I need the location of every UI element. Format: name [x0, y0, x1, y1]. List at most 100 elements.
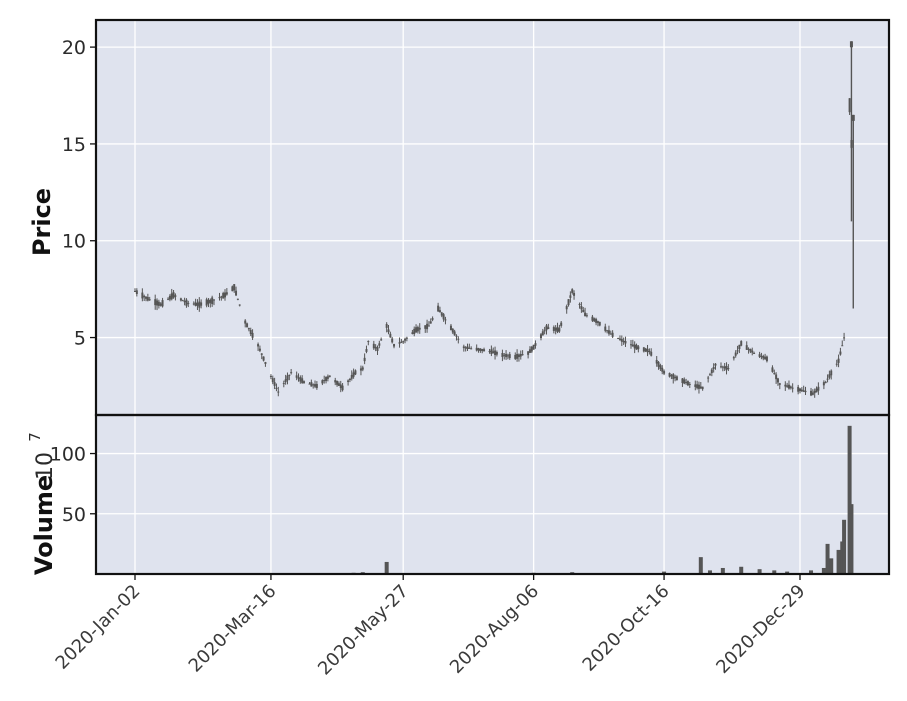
- volume-y-tick-label: 100: [50, 444, 86, 466]
- candle-body: [503, 354, 506, 356]
- candle-body: [778, 383, 781, 385]
- candle-body: [642, 347, 645, 352]
- candle-body: [633, 344, 636, 349]
- candle-body: [271, 378, 274, 383]
- candle-body: [290, 372, 293, 374]
- candle-body: [696, 384, 699, 389]
- x-tick-label: 2020-May-27: [314, 581, 413, 680]
- candle-body: [593, 318, 596, 322]
- candle-body: [170, 293, 173, 300]
- candle-body: [580, 306, 583, 310]
- candle-body: [468, 347, 471, 349]
- candle-body: [323, 380, 326, 382]
- candle-body: [797, 386, 800, 392]
- candle-body: [514, 354, 517, 359]
- candle-body: [688, 383, 691, 385]
- candle-body: [775, 374, 778, 380]
- candle-body: [233, 284, 236, 291]
- candle-body: [393, 344, 396, 347]
- candle-body: [701, 386, 704, 390]
- candle-body: [567, 299, 570, 306]
- candle-body: [725, 366, 728, 370]
- candle-body: [354, 370, 357, 375]
- candle-body: [365, 349, 368, 352]
- candle-body: [438, 310, 441, 313]
- candle-body: [457, 338, 460, 340]
- candle-body: [466, 346, 469, 349]
- candle-body: [249, 330, 252, 335]
- candle-body: [141, 292, 144, 299]
- candle-body: [751, 350, 754, 353]
- candle-body: [611, 332, 614, 337]
- volume-y-tick-label: 50: [62, 504, 86, 526]
- candle-body: [835, 363, 838, 365]
- candle-body: [828, 374, 831, 378]
- candle-body: [598, 321, 601, 326]
- candle-body: [347, 380, 350, 383]
- candle-body: [552, 327, 555, 331]
- candle-body: [494, 350, 497, 356]
- candle-body: [784, 384, 787, 387]
- candle-body: [571, 289, 574, 293]
- candle-body: [802, 390, 805, 392]
- candle-body: [672, 374, 675, 379]
- candle-body: [157, 301, 160, 306]
- candle-body: [657, 362, 660, 367]
- candle-body: [161, 300, 164, 307]
- candle-body: [697, 384, 700, 389]
- candle-body: [811, 392, 814, 395]
- candle-body: [455, 335, 458, 337]
- candle-body: [387, 329, 390, 333]
- candle-body: [156, 300, 159, 306]
- candle-body: [389, 333, 392, 338]
- candle-body: [762, 355, 765, 359]
- candle-body: [225, 292, 228, 295]
- candle-body: [573, 292, 576, 296]
- volume-axis-label: Volume: [30, 475, 58, 575]
- candle-body: [707, 377, 710, 379]
- candle-body: [699, 386, 702, 389]
- candle-body: [174, 295, 177, 297]
- volume-bar: [720, 567, 725, 574]
- candle-body: [378, 343, 381, 346]
- candle-body: [218, 297, 221, 299]
- candle-body: [325, 377, 328, 382]
- candle-body: [539, 334, 542, 339]
- candle-body: [745, 345, 748, 350]
- candle-body: [222, 293, 225, 299]
- candle-body: [483, 349, 486, 352]
- candle-body: [200, 302, 203, 306]
- candle-body: [534, 343, 537, 346]
- candle-body: [341, 385, 344, 391]
- candle-body: [753, 352, 756, 354]
- candle-body: [843, 337, 846, 339]
- candle-body: [547, 327, 550, 330]
- candle-body: [813, 390, 816, 394]
- volume-bar: [772, 570, 777, 574]
- candle-body: [837, 358, 840, 363]
- candle-body: [501, 353, 504, 357]
- candle-body: [740, 341, 743, 346]
- candle-body: [404, 338, 407, 341]
- candle-body: [620, 338, 623, 342]
- candle-body: [505, 353, 508, 358]
- candle-body: [738, 344, 741, 350]
- candle-body: [609, 333, 612, 335]
- candle-body: [321, 380, 324, 384]
- candle-body: [339, 384, 342, 389]
- candle-body: [194, 302, 197, 306]
- candle-body: [685, 381, 688, 383]
- volume-frame: [94, 413, 891, 576]
- candle-body: [159, 303, 162, 306]
- candle-body: [490, 349, 493, 354]
- candle-body: [541, 331, 544, 336]
- volume-bar: [825, 543, 830, 574]
- candle-body: [198, 301, 201, 308]
- candle-body: [183, 301, 186, 303]
- candle-body: [674, 376, 677, 379]
- candle-body: [648, 350, 651, 352]
- candle-body: [596, 321, 599, 323]
- volume-bar: [757, 569, 762, 574]
- gridlines: [96, 20, 889, 574]
- volume-bar: [785, 571, 790, 574]
